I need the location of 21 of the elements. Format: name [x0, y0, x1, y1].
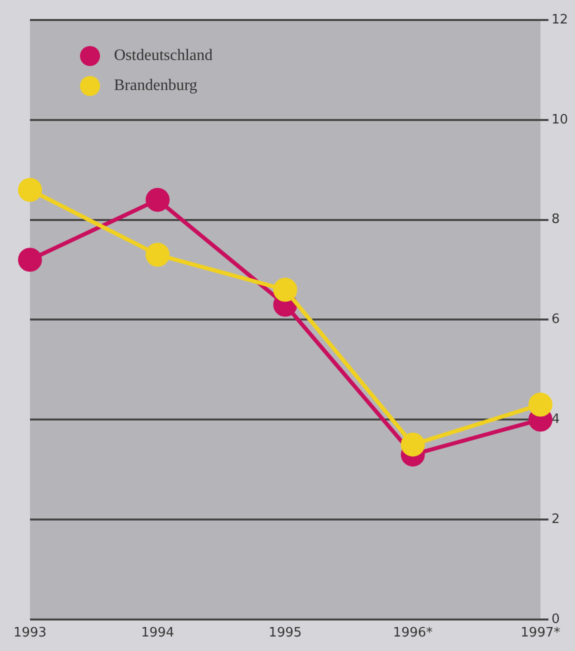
- y-tick-label: 6: [551, 312, 560, 328]
- y-tick-label: 8: [551, 212, 560, 228]
- legend-label: Brandenburg: [114, 77, 198, 94]
- x-tick-label: 1996*: [393, 626, 434, 641]
- y-tick-label: 4: [551, 412, 560, 427]
- point: [528, 392, 552, 417]
- point: [18, 248, 42, 272]
- x-tick-label: 1995: [268, 626, 302, 641]
- y-tick-label: 10: [551, 112, 568, 128]
- y-tick-label: 0: [551, 612, 560, 627]
- point: [146, 188, 170, 212]
- point: [273, 278, 298, 302]
- legend-label: Ostdeutschland: [114, 47, 213, 64]
- point: [400, 432, 425, 457]
- x-tick-label: 1994: [141, 626, 174, 641]
- y-tick-label: 12: [551, 12, 568, 28]
- x-tick-label: 1997*: [520, 626, 561, 641]
- point: [146, 242, 170, 267]
- point: [18, 178, 42, 202]
- y-tick-label: 2: [551, 512, 560, 527]
- x-tick-label: 1993: [13, 626, 47, 641]
